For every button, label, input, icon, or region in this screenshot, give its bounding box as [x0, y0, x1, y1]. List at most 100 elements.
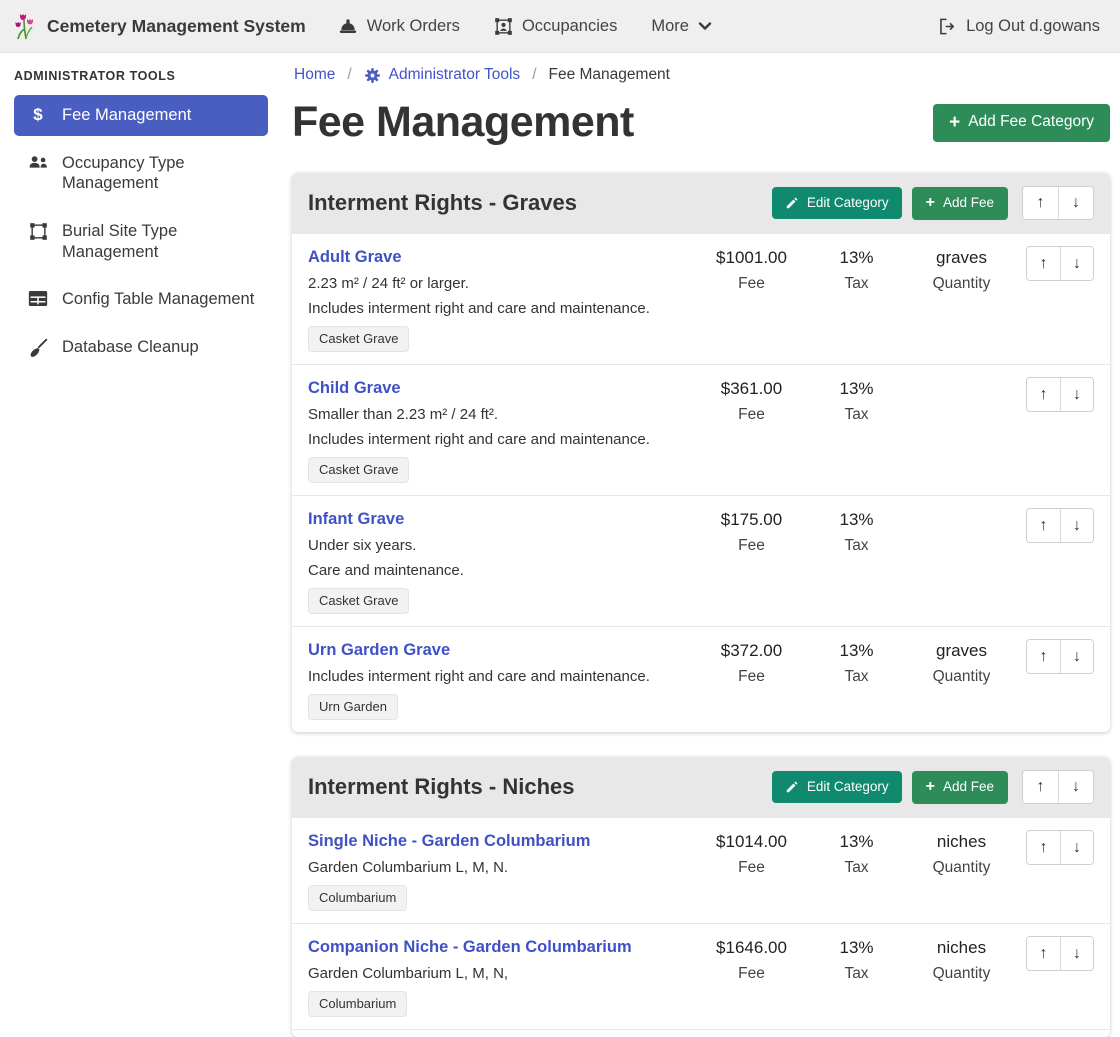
fee-row: Adult Grave 2.23 m² / 24 ft² or larger. I…: [292, 233, 1110, 364]
breadcrumb-admin-tools-label: Administrator Tools: [388, 66, 521, 83]
breadcrumb-admin-tools-link[interactable]: Administrator Tools: [364, 66, 521, 84]
fee-description: Includes interment right and care and ma…: [308, 431, 650, 448]
fee-descriptions: Smaller than 2.23 m² / 24 ft². Includes i…: [308, 406, 693, 448]
fee-quantity-col: graves Quantity: [909, 246, 1014, 293]
fee-tax-label: Tax: [844, 275, 869, 292]
category-move-down-button[interactable]: ↓: [1058, 187, 1093, 219]
add-fee-category-button[interactable]: + Add Fee Category: [933, 103, 1110, 142]
sidebar-item-burial-site-type[interactable]: Burial Site Type Management: [14, 211, 268, 272]
fee-move-up-button[interactable]: ↑: [1027, 247, 1060, 280]
table-icon: [27, 290, 49, 307]
fee-category-card: Interment Rights - Niches Edit Category …: [292, 757, 1110, 1037]
category-title: Interment Rights - Graves: [308, 190, 577, 215]
fee-name-link[interactable]: Urn Garden Grave: [308, 641, 451, 659]
fee-quantity: niches: [936, 832, 987, 851]
fee-move-down-button[interactable]: ↓: [1060, 509, 1093, 542]
fee-move-group: ↑ ↓: [1026, 508, 1094, 543]
plus-icon: +: [925, 193, 935, 211]
fee-quantity-col: [909, 377, 1014, 386]
sidebar-item-config-table[interactable]: Config Table Management: [14, 279, 268, 320]
fee-name-link[interactable]: Single Niche - Garden Columbarium: [308, 832, 591, 850]
fee-details: Adult Grave 2.23 m² / 24 ft² or larger. I…: [308, 246, 699, 352]
add-fee-button[interactable]: + Add Fee: [911, 770, 1008, 804]
fee-details: Companion Niche - Garden Columbarium Gar…: [308, 936, 699, 1017]
fee-move-down-button[interactable]: ↓: [1060, 937, 1093, 970]
page-title: Fee Management: [292, 98, 634, 146]
nav-occupancies[interactable]: Occupancies: [494, 17, 617, 36]
fee-amount-label: Fee: [738, 406, 765, 423]
fee-move-up-button[interactable]: ↑: [1027, 640, 1060, 673]
category-move-down-button[interactable]: ↓: [1058, 771, 1093, 803]
fee-name-link[interactable]: Child Grave: [308, 379, 401, 397]
fee-quantity-col: [909, 508, 1014, 517]
nav-more[interactable]: More: [651, 17, 712, 36]
fee-move-group: ↑ ↓: [1026, 377, 1094, 412]
fee-move-down-button[interactable]: ↓: [1060, 640, 1093, 673]
fee-name-link[interactable]: Companion Niche - Garden Columbarium: [308, 938, 632, 956]
logout-label: Log Out d.gowans: [966, 16, 1100, 35]
fee-details: Single Niche - Garden Columbarium Garden…: [308, 830, 699, 911]
fee-tag: Columbarium: [308, 885, 408, 911]
add-fee-button[interactable]: + Add Fee: [911, 186, 1008, 220]
fee-amount-label: Fee: [738, 965, 765, 982]
fee-quantity: graves: [935, 641, 988, 660]
breadcrumb-separator: /: [347, 66, 352, 83]
breadcrumb-separator: /: [532, 66, 537, 83]
fee-description: Under six years.: [308, 537, 417, 554]
fee-move-up-button[interactable]: ↑: [1027, 509, 1060, 542]
fee-tag: Urn Garden: [308, 694, 398, 720]
logout-button[interactable]: Log Out d.gowans: [937, 17, 1100, 36]
fee-name-link[interactable]: Adult Grave: [308, 248, 402, 266]
fee-move-up-button[interactable]: ↑: [1027, 378, 1060, 411]
fee-move-down-button[interactable]: ↓: [1060, 831, 1093, 864]
category-move-group: ↑ ↓: [1022, 186, 1094, 220]
category-move-up-button[interactable]: ↑: [1023, 771, 1058, 803]
pencil-icon: [785, 196, 799, 210]
fee-name-link[interactable]: Infant Grave: [308, 510, 405, 528]
fee-amount: $361.00: [720, 379, 783, 398]
tulip-logo-icon: [14, 11, 38, 41]
fee-list: Single Niche - Garden Columbarium Garden…: [292, 817, 1110, 1029]
fee-amount-col: $175.00 Fee: [699, 508, 804, 555]
fee-description: Includes interment right and care and ma…: [308, 300, 650, 317]
sidebar-item-database-cleanup[interactable]: Database Cleanup: [14, 327, 268, 368]
app-title: Cemetery Management System: [47, 15, 306, 36]
fee-tax-label: Tax: [844, 668, 869, 685]
fee-description: Smaller than 2.23 m² / 24 ft².: [308, 406, 499, 423]
fee-amount-label: Fee: [738, 668, 765, 685]
sidebar-item-label: Burial Site Type Management: [62, 221, 178, 261]
fee-move-up-button[interactable]: ↑: [1027, 831, 1060, 864]
fee-description: Care and maintenance.: [308, 562, 464, 579]
edit-category-button[interactable]: Edit Category: [771, 771, 902, 803]
fee-row: Infant Grave Under six years. Care and ma…: [292, 495, 1110, 626]
nav-work-orders[interactable]: Work Orders: [338, 17, 460, 36]
fee-row: Urn Garden Grave Includes interment righ…: [292, 626, 1110, 732]
nav-item-label: Occupancies: [521, 16, 618, 35]
fee-amount-label: Fee: [738, 537, 765, 554]
fee-move-down-button[interactable]: ↓: [1060, 247, 1093, 280]
fee-quantity: niches: [936, 938, 987, 957]
nav-item-label: Work Orders: [366, 16, 460, 35]
sidebar-item-label: Config Table Management: [62, 290, 255, 309]
sidebar-item-fee-management[interactable]: $ Fee Management: [14, 95, 268, 136]
dollar-icon: $: [33, 105, 43, 124]
breadcrumb-home-link[interactable]: Home: [294, 66, 336, 83]
add-fee-label: Add Fee: [942, 779, 994, 794]
fee-move-up-button[interactable]: ↑: [1027, 937, 1060, 970]
fee-tag: Casket Grave: [308, 326, 410, 352]
add-fee-category-label: Add Fee Category: [968, 113, 1094, 130]
plus-icon: +: [925, 777, 935, 795]
navbar-menu: Work Orders Occupancies More: [338, 17, 712, 36]
edit-category-button[interactable]: Edit Category: [771, 187, 902, 219]
fee-descriptions: Garden Columbarium L, M, N,: [308, 965, 693, 982]
occupancy-frame-icon: [494, 17, 513, 36]
fee-descriptions: Garden Columbarium L, M, N.: [308, 859, 693, 876]
category-move-up-button[interactable]: ↑: [1023, 187, 1058, 219]
fee-tag: Columbarium: [308, 991, 408, 1017]
fee-category-card: Interment Rights - Graves Edit Category …: [292, 173, 1110, 732]
fee-row: Single Niche - Garden Columbarium Garden…: [292, 817, 1110, 923]
fee-move-down-button[interactable]: ↓: [1060, 378, 1093, 411]
fee-description: 2.23 m² / 24 ft² or larger.: [308, 275, 469, 292]
fee-move-group: ↑ ↓: [1026, 830, 1094, 865]
sidebar-item-occupancy-type[interactable]: Occupancy Type Management: [14, 143, 268, 204]
